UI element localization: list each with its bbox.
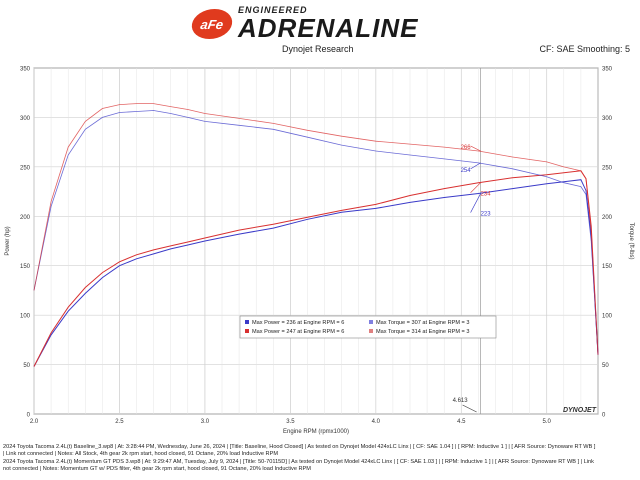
correction-label: CF: SAE Smoothing: 5 (539, 44, 630, 54)
y-tick-label: 300 (20, 116, 31, 122)
cursor-value-label: 223 (481, 212, 492, 218)
cursor-value-label: 266 (461, 145, 472, 151)
legend-entry: Max Torque = 314 at Engine RPM = 3 (376, 329, 470, 335)
y2-tick-label: 200 (602, 215, 613, 221)
series-line-torque (33, 110, 599, 355)
plot-frame (33, 67, 599, 415)
y2-tick-label: 300 (602, 116, 613, 122)
y2-tick-label: 100 (602, 314, 613, 320)
y-tick-label: 150 (20, 264, 31, 270)
x-axis-label: Engine RPM (rpmx1000) (283, 429, 349, 435)
y-tick-label: 200 (20, 215, 31, 221)
x-tick-label: 4.5 (457, 419, 466, 425)
legend-swatch (245, 320, 249, 324)
y-tick-label: 50 (23, 363, 30, 369)
x-tick-label: 4.0 (372, 419, 381, 425)
legend-box (239, 315, 497, 339)
value-label-pointer (470, 162, 481, 170)
x-tick-label: 3.5 (286, 419, 295, 425)
header: aFe ENGINEERED ADRENALINE Dynojet Resear… (0, 0, 640, 62)
cursor-value-label: 234 (481, 192, 492, 198)
legend-entry: Max Power = 236 at Engine RPM = 6 (252, 320, 344, 326)
source-label: Dynojet Research (282, 44, 354, 54)
legend-entry: Max Power = 247 at Engine RPM = 6 (252, 329, 344, 335)
run-notes: 2024 Toyota Tacoma 2.4L(t) Baseline_3.wp… (3, 444, 639, 474)
legend-entry: Max Torque = 307 at Engine RPM = 3 (376, 320, 470, 326)
run-note-line: not connected | Notes: Momentum GT w/ PD… (3, 466, 311, 473)
brand-logo: aFe ENGINEERED ADRENALINE (189, 5, 419, 43)
y-tick-label: 350 (20, 67, 31, 73)
series-line-torque (33, 103, 599, 355)
value-label-pointer (470, 193, 481, 213)
y2-tick-label: 350 (602, 67, 613, 73)
rpm-cursor-pointer (462, 404, 477, 413)
y2-tick-label: 150 (602, 264, 613, 270)
run-note-line: | Link not connected | Notes: All Stock,… (3, 451, 278, 458)
dyno-chart: 0 0 50 50 100 100 150 150 200 200 250 250 300 300 350 3… (5, 67, 634, 436)
legend-swatch (369, 320, 373, 324)
x-tick-label: 2.0 (30, 419, 39, 425)
afe-badge-icon: aFe (189, 8, 235, 39)
brand-tagline: ENGINEERED (238, 5, 308, 15)
x-tick-label: 2.5 (115, 419, 124, 425)
rpm-cursor-label: 4.613 (453, 398, 469, 404)
run-note-line: 2024 Toyota Tacoma 2.4L(t) Momentum GT P… (3, 458, 594, 465)
y2-tick-label: 0 (602, 413, 606, 419)
y2-axis-label: Torque (ft-lbs) (628, 222, 634, 259)
y-axis-label: Power (hp) (5, 226, 11, 255)
y2-tick-label: 50 (602, 363, 609, 369)
legend-swatch (245, 329, 249, 333)
legend-swatch (369, 329, 373, 333)
x-tick-label: 3.0 (201, 419, 210, 425)
y-tick-label: 100 (20, 314, 31, 320)
y-tick-label: 0 (27, 413, 31, 419)
dynojet-watermark: DYNOJET (563, 407, 597, 414)
value-label-pointer (470, 145, 481, 152)
cursor-value-label: 254 (461, 168, 472, 174)
series-line-power (33, 170, 599, 367)
brand-title: ADRENALINE (238, 13, 419, 43)
y2-tick-label: 250 (602, 165, 613, 171)
run-note-line: 2024 Toyota Tacoma 2.4L(t) Baseline_3.wp… (3, 444, 596, 450)
x-tick-label: 5.0 (543, 419, 552, 425)
value-label-pointer (470, 182, 481, 193)
y-tick-label: 250 (20, 165, 31, 171)
